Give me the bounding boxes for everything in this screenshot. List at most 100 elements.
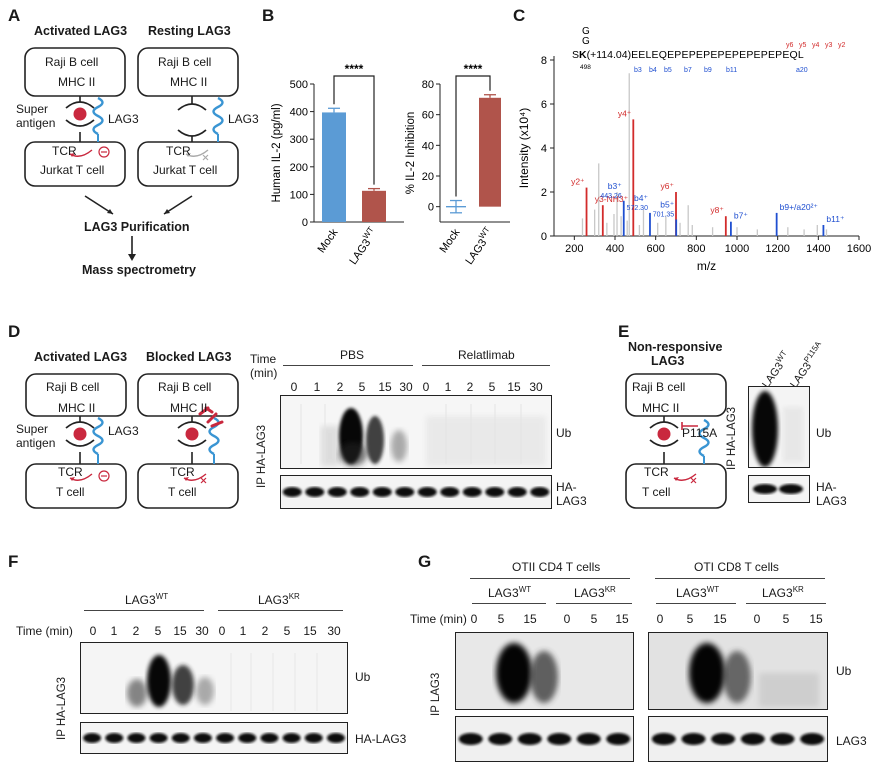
f-time-5: 30 [195,624,209,638]
c-xtick-label: 1000 [725,243,749,255]
g-kr-label-2: LAG3KR [762,585,804,600]
c-y-ion: y3 [825,42,833,49]
a-lag3-label-2: LAG3 [228,112,259,126]
d-ha-band [417,487,437,497]
b0-sig-bracket [333,75,375,185]
g-lag3-2-band [770,733,795,745]
d-blocked-title: Blocked LAG3 [146,350,232,364]
g-ub-blot-1 [455,632,634,710]
d-time-5: 30 [399,380,413,394]
panel-label-d: D [8,322,21,341]
c-peak-blue-label: b4⁺ [634,193,648,203]
a-raji-label-1: Raji B cell [45,55,99,69]
c-peak-blue-mz: 443.26 [600,193,622,200]
g-kr2-bracket [746,603,826,604]
f-time-6: 0 [218,624,226,638]
e-ub-blot [748,386,810,468]
f-ha-band [304,733,323,743]
g-time-9: 0 [753,612,761,626]
g-ub-label: Ub [836,664,852,678]
d-relat-bracket [422,365,550,366]
f-ha-band [326,733,345,743]
f-time-3: 5 [154,624,162,638]
d-ha-band [395,487,415,497]
g-wt1-text: LAG3 [488,586,519,600]
f-time-8: 2 [261,624,269,638]
f-ha-band [127,733,146,743]
c-peak-red-label: y8⁺ [710,205,724,215]
f-ha-band [149,733,168,743]
mass-spec-label: Mass spectrometry [82,263,196,277]
f-kr-text: LAG3 [258,593,289,607]
c-xtick-label: 800 [687,243,705,255]
g-lag3-2-band [740,733,765,745]
d-relatlimab-label: Relatlimab [458,348,515,362]
g-time-2: 15 [523,612,537,626]
d-time-6: 0 [422,380,430,394]
a-jurkat-label-2: Jurkat T cell [153,163,218,177]
e-lane2-sup: P115A [802,339,823,365]
f-time-9: 5 [283,624,291,638]
c-b-ion: b7 [684,67,692,74]
f-time-4: 15 [173,624,187,638]
a-antigen-label: antigen [16,116,56,130]
b0-bar-1 [362,190,386,222]
d-ha-label-2: LAG3 [556,494,587,508]
d-tcell-label-1: T cell [56,485,85,499]
g-lag3-2-band [800,733,825,745]
c-ylabel: Intensity (x10⁴) [517,108,531,189]
e-lane-p115a: LAG3P115A [786,340,828,391]
d-pbs-label: PBS [340,348,365,362]
f-time-10: 15 [303,624,317,638]
g-time-5: 15 [615,612,629,626]
c-seq-pos: 498 [580,64,591,71]
c-ytick-label: 6 [541,99,547,111]
g-kr2-sup: KR [792,585,804,594]
panel-label-b: B [262,6,275,25]
c-peak-red-label: y6⁺ [661,181,675,191]
e-ub-label: Ub [816,426,832,440]
b1-xlabel-0: Mock [438,226,463,255]
a-jurkat-label-1: Jurkat T cell [40,163,105,177]
g-lag3-1-band [488,733,513,745]
d-ha-band [327,487,347,497]
g-ip-label: IP LAG3 [430,672,442,716]
d-ha-band [350,487,370,497]
e-raji-label: Raji B cell [632,380,686,394]
g-lag3-2-band [651,733,676,745]
b0-ytick-label: 500 [290,79,308,91]
f-wt-text: LAG3 [125,593,156,607]
c-ytick-label: 2 [541,187,547,199]
g-ub-blot-2 [648,632,828,710]
c-b-ion: b3 [634,67,642,74]
d-time-10: 15 [507,380,521,394]
f-ub-blot [80,642,348,714]
f-ha-band [282,733,301,743]
f-kr-sup: KR [288,592,300,601]
b0-ylabel: Human IL-2 (pg/ml) [271,103,283,202]
g-lag3-1-band [517,733,542,745]
e-ha-label-2: LAG3 [816,494,847,508]
g-wt1-sup: WT [518,585,532,594]
c-peak-blue-label: b9+/a20²⁺ [780,202,819,212]
d-time-8: 2 [466,380,474,394]
d-super-label: Super [16,422,49,436]
d-ha-band [507,487,527,497]
g-time-label: Time (min) [410,612,467,626]
d-time-label: Time [250,352,277,366]
f-kr-bracket [218,610,343,611]
c-y-ion: y5 [799,42,807,49]
g-time-11: 15 [809,612,823,626]
g-time-4: 5 [590,612,598,626]
b1-xlabel-1: LAG3WT [461,225,497,267]
b1-bar-1 [479,97,501,207]
g-lag3-1-band [547,733,572,745]
f-ha-band [260,733,279,743]
f-ha-band [171,733,190,743]
c-seq-g1: G [582,26,590,37]
d-time-2: 2 [336,380,344,394]
g-kr1-bracket [556,603,632,604]
f-time-11: 30 [327,624,341,638]
f-ha-band [193,733,212,743]
e-ha-label-1: HA- [816,480,837,494]
